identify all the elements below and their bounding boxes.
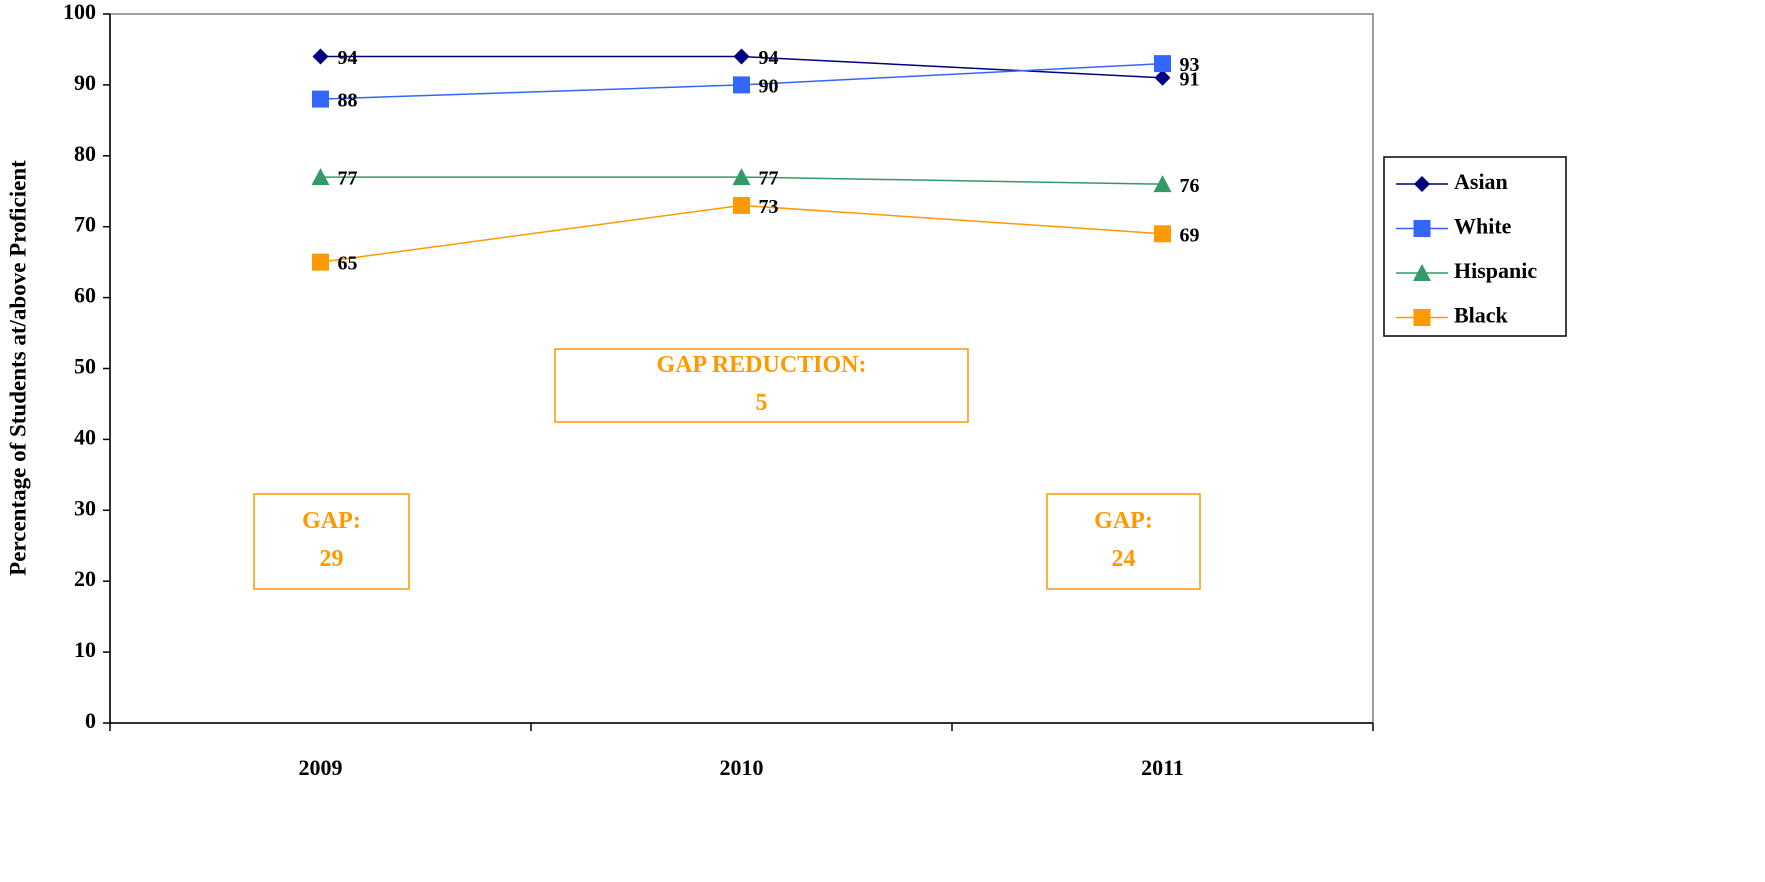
y-tick-label: 30: [74, 495, 96, 520]
data-point: [733, 76, 750, 94]
data-label: 90: [759, 75, 779, 97]
x-tick-label: 2011: [1141, 755, 1184, 780]
data-label: 77: [338, 168, 358, 190]
legend-box: [1383, 156, 1567, 337]
data-point: [312, 253, 329, 271]
data-label: 77: [759, 168, 779, 190]
data-label: 94: [338, 47, 358, 69]
data-point: [733, 196, 750, 214]
legend-label: Asian: [1454, 169, 1508, 194]
x-tick-label: 2009: [299, 755, 343, 780]
data-point: [1154, 55, 1171, 73]
data-label: 65: [338, 253, 358, 275]
legend-label: White: [1454, 214, 1512, 239]
data-label: 73: [759, 196, 779, 218]
y-tick-label: 20: [74, 566, 96, 591]
y-tick-label: 10: [74, 637, 96, 662]
legend-marker: [1414, 176, 1430, 192]
data-point: [312, 90, 329, 108]
annotation-box: [253, 493, 410, 590]
y-axis-title: Percentage of Students at/above Proficie…: [5, 160, 30, 576]
x-tick-label: 2010: [720, 755, 764, 780]
data-label: 93: [1180, 54, 1200, 76]
annotation-label: GAP:: [302, 508, 361, 534]
legend-label: Hispanic: [1454, 258, 1537, 283]
annotation-value: 5: [756, 390, 768, 416]
annotation-value: 24: [1112, 546, 1136, 572]
data-point: [1154, 69, 1171, 86]
data-label: 76: [1180, 175, 1200, 197]
y-tick-label: 0: [85, 708, 96, 733]
annotation-box: [554, 348, 969, 423]
data-point: [1154, 225, 1171, 243]
data-label: 94: [759, 47, 779, 69]
data-point: [732, 168, 751, 186]
y-tick-label: 100: [63, 0, 96, 24]
y-tick-label: 90: [74, 70, 96, 95]
data-label: 91: [1180, 68, 1200, 90]
y-tick-label: 80: [74, 141, 96, 166]
data-label: 69: [1180, 224, 1200, 246]
y-tick-label: 60: [74, 283, 96, 308]
data-point: [312, 48, 329, 65]
annotation-label: GAP:: [1094, 508, 1153, 534]
data-label: 88: [338, 90, 358, 112]
y-tick-label: 70: [74, 212, 96, 237]
y-tick-label: 40: [74, 424, 96, 449]
annotation-label: GAP REDUCTION:: [656, 352, 866, 378]
legend-marker: [1413, 264, 1431, 281]
y-tick-label: 50: [74, 354, 96, 379]
annotation-box: [1046, 493, 1201, 590]
data-point: [733, 48, 750, 65]
legend-label: Black: [1454, 303, 1509, 328]
legend-marker: [1413, 309, 1431, 326]
legend-marker: [1413, 220, 1431, 237]
data-point: [311, 168, 330, 186]
data-point: [1153, 175, 1172, 193]
annotation-value: 29: [320, 546, 344, 572]
